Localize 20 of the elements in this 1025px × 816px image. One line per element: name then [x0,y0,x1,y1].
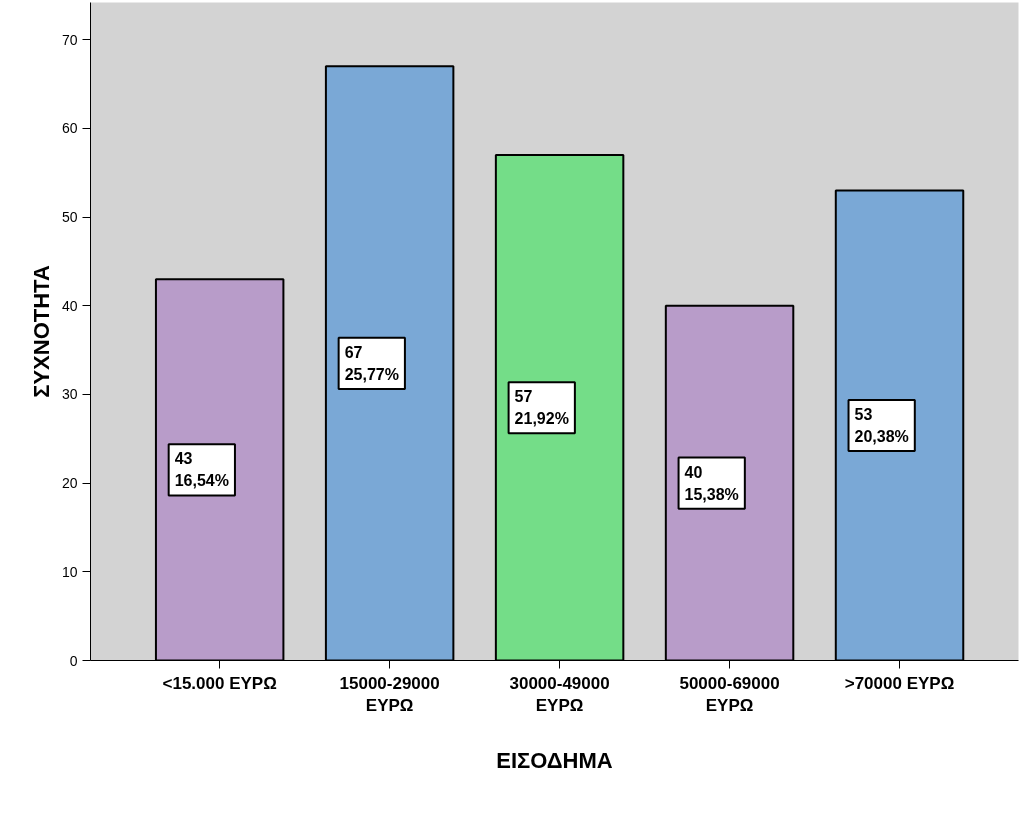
x-axis-title: ΕΙΣΟΔΗΜΑ [496,748,613,774]
y-tick-label: 10 [61,563,78,580]
y-tick-label: 40 [61,297,78,314]
y-tick-label: 70 [61,31,78,48]
y-tick-label: 0 [69,652,78,669]
y-tick-label: 20 [61,475,78,492]
y-tick-label: 50 [61,209,78,226]
data-label: 53 20,38% [854,405,909,446]
y-axis-title: ΣΥΧΝΟΤΗΤΑ [28,265,54,398]
y-tick-label: 30 [61,386,78,403]
x-tick-label: 30000-49000 ΕΥΡΩ [509,673,610,716]
x-tick-label: 50000-69000 ΕΥΡΩ [679,673,780,716]
data-label: 57 21,92% [514,388,569,428]
data-label: 40 15,38% [684,463,739,503]
x-tick-label: >70000 ΕΥΡΩ [844,673,955,693]
y-tick-label: 60 [61,120,78,137]
x-tick-label: 15000-29000 ΕΥΡΩ [339,673,440,716]
x-tick-label: <15.000 ΕΥΡΩ [162,673,277,693]
data-label: 67 25,77% [344,343,399,383]
data-label: 43 16,54% [174,450,229,490]
